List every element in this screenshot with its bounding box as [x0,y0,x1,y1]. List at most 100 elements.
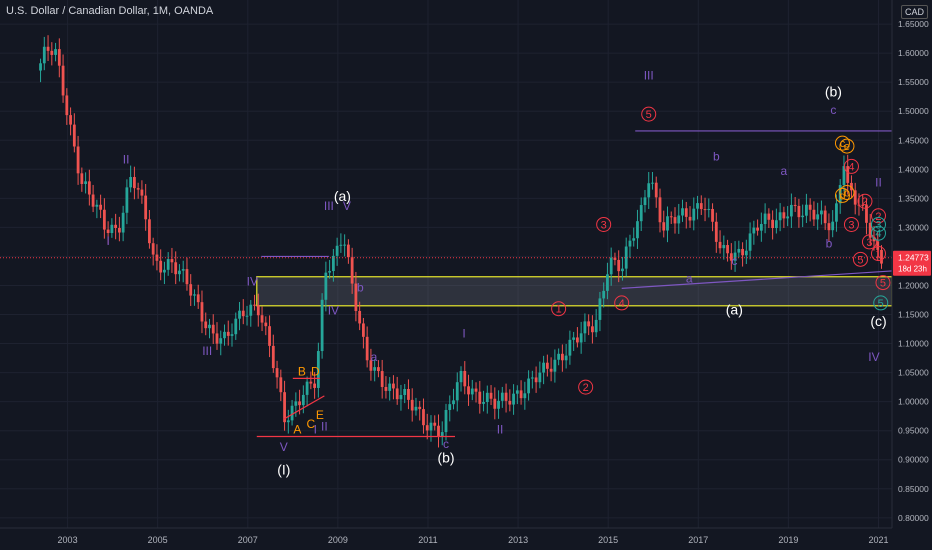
wave-label-circle [870,216,886,232]
wave-label: b [844,188,850,200]
wave-label: 5 [878,298,884,310]
x-tick-label: 2017 [688,535,708,545]
candle-body [268,326,271,346]
candle-body [99,204,103,210]
y-tick-label: 1.30000 [898,222,929,232]
wave-label-circle [852,251,868,267]
candle-body [129,177,133,188]
candle-body [624,246,628,269]
candle-body [621,268,624,272]
wave-label: a [371,350,378,364]
candle-body [425,425,429,431]
wave-label-circle [834,187,850,203]
candle-body [388,383,392,391]
candle-body [275,368,279,378]
candle-body [846,166,850,183]
candle-body [591,326,594,333]
candle-body [238,310,241,319]
candle-body [557,353,561,360]
candle-body [223,331,226,339]
wave-label: 2 [875,211,881,223]
candle-body [72,124,76,147]
candle-body [114,224,118,228]
wave-label: B [298,365,306,379]
candle-body [756,227,759,231]
candle-body [609,257,613,275]
candle-body [290,405,294,421]
candle-body [256,305,260,316]
candle-body [433,422,437,426]
wave-label: II [321,420,328,434]
candle-body [568,339,572,356]
candle-body [651,182,654,184]
candle-body [226,331,230,336]
wave-label-circle [578,379,594,395]
candle-body [133,177,136,189]
candle-body [39,63,42,71]
wave-label-circle [870,246,886,262]
candle-body [861,204,865,206]
candle-body [463,370,467,387]
symbol-title: U.S. Dollar / Canadian Dollar, 1M, OANDA [6,5,214,17]
candle-body [613,257,617,260]
y-tick-label: 1.45000 [898,135,929,145]
candle-body [163,269,166,273]
candle-body [534,377,538,383]
candle-body [414,406,418,411]
candle-body [80,173,84,184]
candle-body [313,383,317,388]
candle-body [482,402,485,404]
candle-body [200,302,204,322]
candle-body [872,237,876,242]
wave-label: III [324,199,334,213]
candle-body [69,115,72,125]
candle-body [444,409,448,433]
currency-button[interactable]: CAD [900,5,928,19]
wave-label: C [307,417,316,431]
candle-body [459,370,463,383]
candle-body [771,219,775,229]
wave-label: III [644,68,654,82]
candle-body [801,215,805,218]
candle-body [553,359,557,372]
wave-label: E [316,408,324,422]
candle-body [339,244,343,246]
candle-body [617,259,621,272]
wave-label: 3 [848,219,854,231]
candle-body [241,310,245,317]
candle-body [437,425,440,437]
x-tick-label: 2013 [508,535,528,545]
candle-body [677,215,681,224]
candle-body [380,371,384,387]
y-tick-label: 1.35000 [898,193,929,203]
candle-body [170,259,174,263]
candle-body [763,213,767,225]
wave-label: I [462,327,465,341]
candle-body [365,336,369,361]
candle-body [647,183,651,198]
candle-body [377,367,380,372]
wave-label: IV [247,274,258,288]
candle-body [211,324,215,334]
candle-body [358,310,362,324]
wave-label: V [280,440,288,454]
candle-body [309,381,313,384]
y-tick-label: 0.95000 [898,426,929,436]
candle-body [797,205,801,218]
candle-body [215,333,219,344]
wave-label: a [781,164,788,178]
candle-body [279,377,283,393]
candle-body [324,272,328,300]
wave-label: 1 [556,304,562,316]
candle-body [662,222,666,231]
candle-body [219,338,223,344]
wave-label: 3 [601,219,607,231]
y-tick-label: 1.10000 [898,339,929,349]
candle-body [594,319,598,333]
candle-body [407,388,410,400]
candle-body [876,241,880,250]
candle-body [144,195,148,220]
candle-body [711,208,714,222]
candle-body [448,404,452,410]
